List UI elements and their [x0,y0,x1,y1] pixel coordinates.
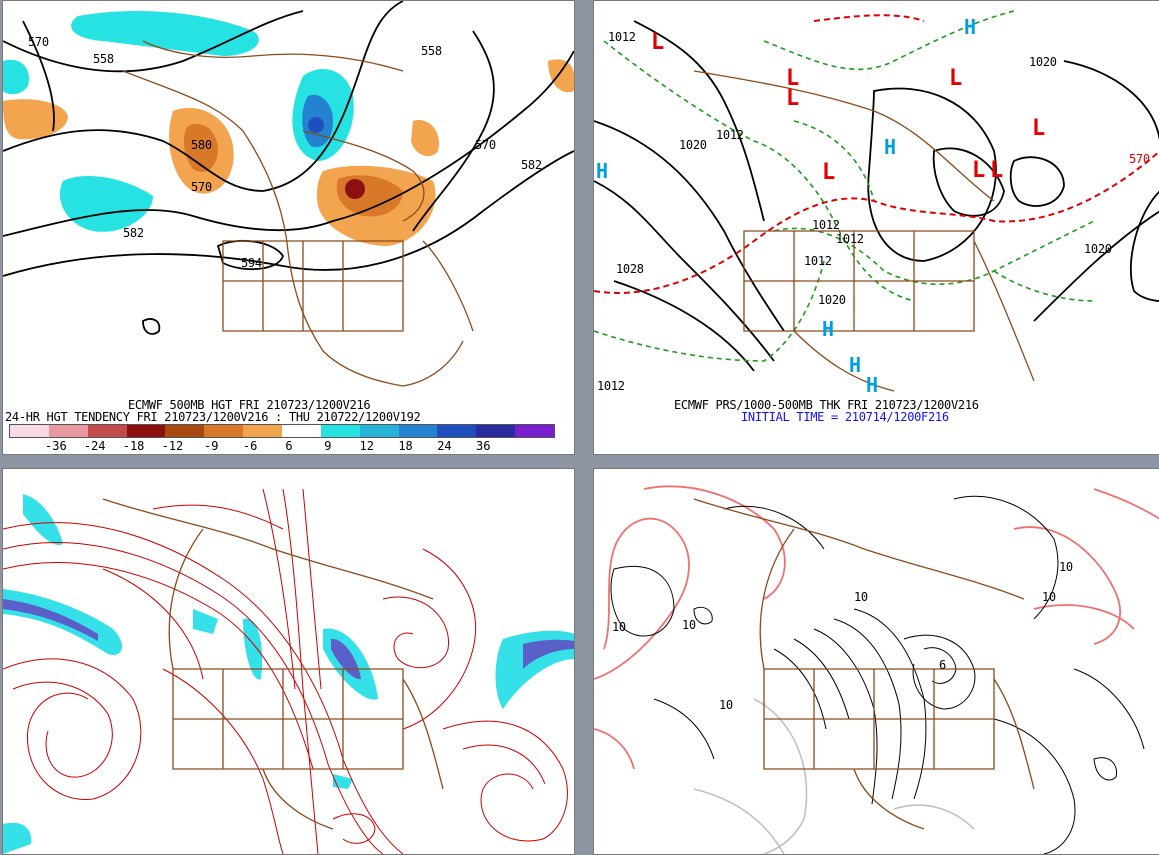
contour-label: 580 [191,138,212,152]
contour-label: 570 [475,138,496,152]
high-pressure-marker: H [884,135,896,159]
color-legend-bar [9,424,555,438]
jet-shading [3,494,574,854]
contour-label: 1012 [608,30,636,44]
contour-label: 1012 [597,379,625,393]
panel-250mb-streamlines [2,468,575,855]
contour-label: 10 [1059,560,1073,574]
contour-label: 1012 [812,218,840,232]
thickness-dashed [594,10,1095,362]
height-contours [3,1,574,335]
legend-tick-label: 24 [437,439,452,453]
streamline-map [3,488,574,854]
contour-map [594,485,1159,854]
legend-swatch [126,425,166,437]
tendency-shading [3,11,574,246]
low-pressure-marker: L [990,158,1003,183]
geography-outlines [693,70,1035,392]
contour-label: 570 [28,35,49,49]
chart-caption-line1: ECMWF 500MB HGT FRI 210723/1200V216 [128,398,371,412]
legend-swatch [515,425,555,437]
legend-swatch [437,425,477,437]
contour-label: 1028 [616,262,644,276]
low-pressure-marker: L [822,160,835,185]
contour-label: 10 [854,590,868,604]
high-pressure-marker: H [964,15,976,39]
low-pressure-marker: L [651,30,664,55]
legend-tick-label: -12 [161,439,184,453]
contour-label: 10 [1042,590,1056,604]
contour-label: 582 [123,226,144,240]
legend-swatch [10,425,49,437]
high-pressure-marker: H [822,317,834,341]
isobars [594,20,1159,372]
high-pressure-marker: H [849,353,861,377]
contour-label: 1020 [1029,55,1057,69]
legend-swatch [243,425,283,437]
contour-label: 594 [241,256,262,270]
height-tendency-map [3,1,574,387]
contour-label: 1020 [679,138,707,152]
legend-swatch [87,425,127,437]
legend-tick-label: -18 [122,439,145,453]
geography-outlines [122,40,474,387]
contour-label: 6 [939,658,946,672]
legend-tick-label: 36 [476,439,491,453]
legend-tick-label: -6 [242,439,258,453]
chart-caption-line1: ECMWF PRS/1000-500MB THK FRI 210723/1200… [674,398,979,412]
legend-swatch [320,425,360,437]
low-pressure-marker: L [786,66,799,91]
legend-tick-label: 6 [285,439,293,453]
initial-time-caption: INITIAL TIME = 210714/1200F216 [741,410,949,424]
panel-precip-rh-contours: 10 10 10 10 10 10 6 [593,468,1159,855]
legend-swatch [398,425,438,437]
panel-pressure-thickness: H H H H H H L L L L L L L L 1012 1020 10… [593,0,1159,455]
black-contours [610,495,1145,854]
legend-tick-label: -36 [45,439,67,453]
low-pressure-marker: L [1032,116,1045,141]
contour-label: 1020 [818,293,846,307]
contour-label: 10 [719,698,733,712]
color-legend-ticks: -36 -24 -18 -12 -9 -6 6 9 12 18 24 36 [9,439,529,453]
geography-outlines [102,498,444,830]
legend-swatch [282,425,321,437]
contour-label: 1020 [1084,242,1112,256]
contour-label: 558 [421,44,442,58]
contour-label: 1012 [836,232,864,246]
thickness-red-dashed [594,14,1159,294]
contour-label: 10 [612,620,626,634]
pressure-thickness-map [594,10,1159,392]
legend-tick-label: -24 [83,439,106,453]
legend-swatch [165,425,205,437]
geography-outlines [693,498,1035,830]
streamlines [3,488,568,854]
contour-label: 570 [191,180,212,194]
contour-label: 1012 [804,254,832,268]
salmon-contours [594,485,1159,770]
legend-swatch [476,425,516,437]
legend-tick-label: 18 [398,439,413,453]
contour-label: 10 [682,618,696,632]
low-pressure-marker: L [786,86,799,111]
contour-label: 582 [521,158,542,172]
low-pressure-marker: L [972,158,985,183]
panel-500mb-height-tendency: 570 558 558 570 582 580 570 582 594 ECMW… [2,0,575,455]
chart-caption-line2: 24-HR HGT TENDENCY FRI 210723/1200V216 :… [5,410,421,424]
legend-tick-label: 12 [359,439,374,453]
legend-tick-label: -9 [204,439,219,453]
legend-swatch [48,425,88,437]
gray-contours [693,698,975,854]
contour-label: 570 [1129,152,1150,166]
legend-swatch [359,425,399,437]
low-pressure-marker: L [949,66,962,91]
high-pressure-marker: H [866,373,878,397]
legend-swatch [204,425,244,437]
high-pressure-marker: H [596,159,608,183]
contour-label: 1012 [716,128,744,142]
legend-tick-label: 9 [324,439,332,453]
contour-label: 558 [93,52,114,66]
